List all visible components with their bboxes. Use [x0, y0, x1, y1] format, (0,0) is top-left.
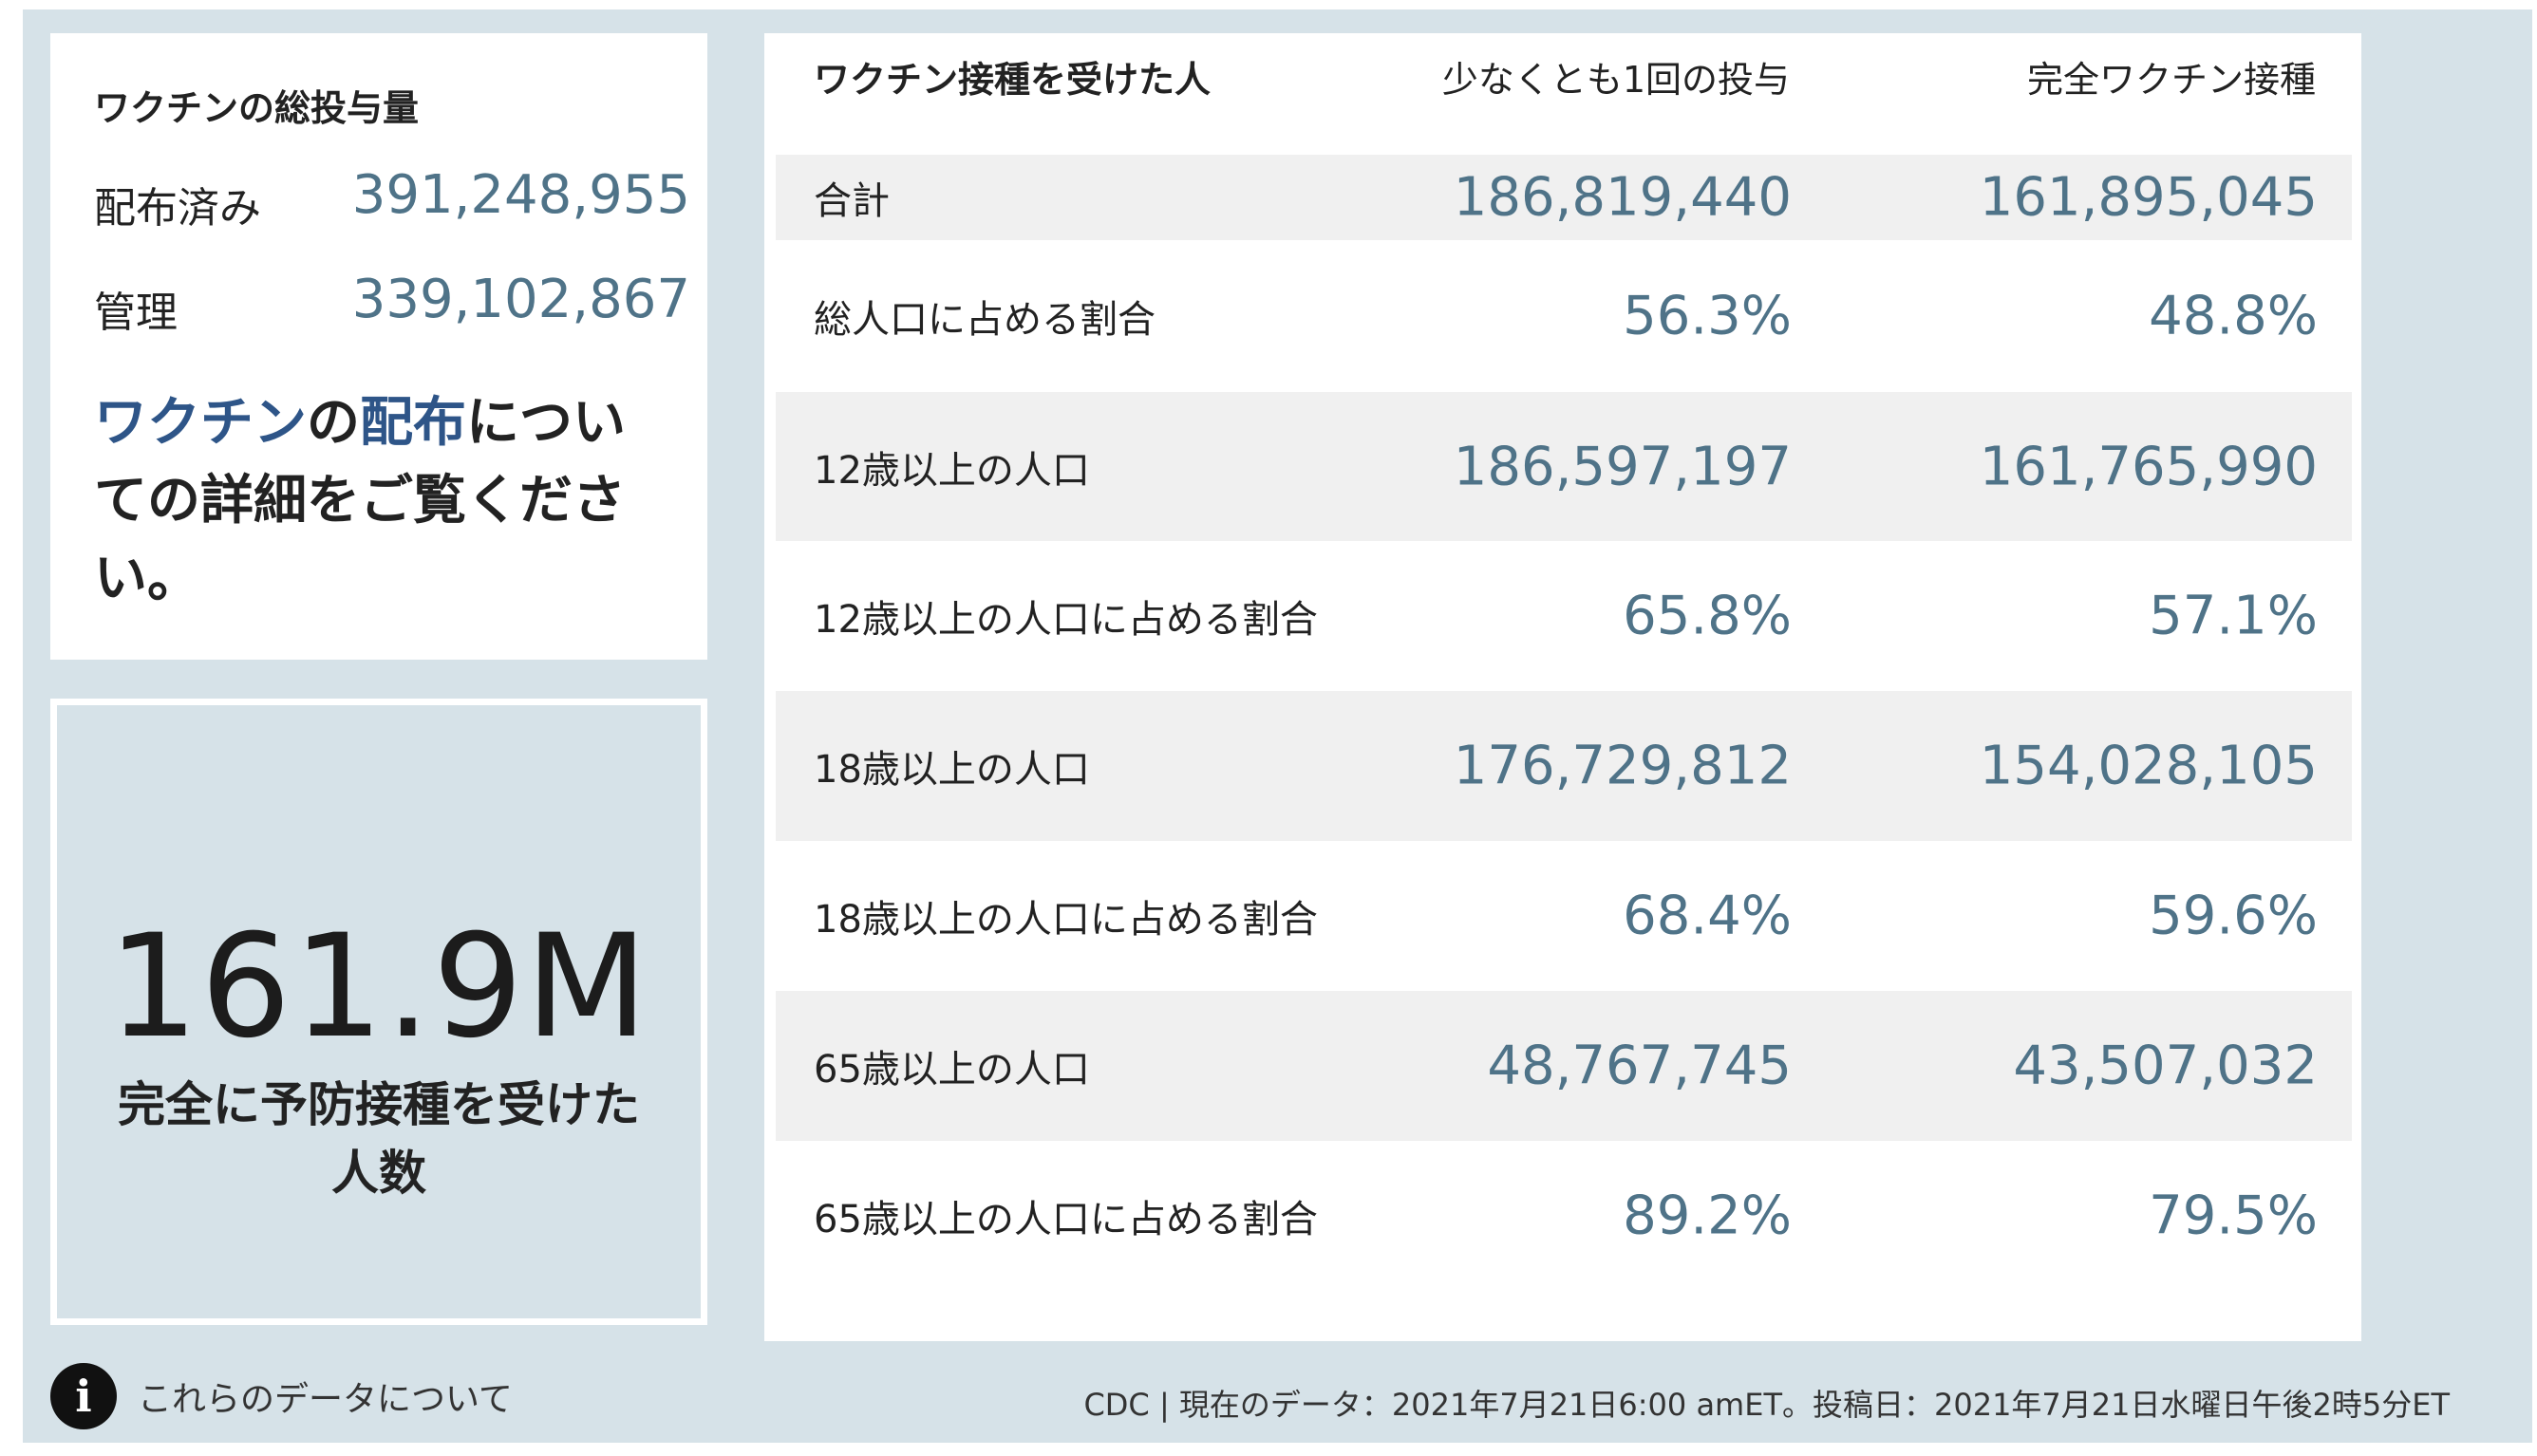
fully-value: 154,028,105 [1979, 735, 2318, 797]
fully-vaccinated-caption: 完全に予防接種を受けた人数 [118, 1077, 640, 1201]
row-label: 総人口に占める割合 [814, 298, 1156, 342]
row-label: 合計 [814, 179, 890, 223]
at-least-one-value: 68.4% [1623, 885, 1792, 947]
header-fully-vaccinated: 完全ワクチン接種 [2026, 59, 2316, 101]
row-label: 65歳以上の人口に占める割合 [814, 1198, 1318, 1241]
at-least-one-value: 48,767,745 [1487, 1035, 1792, 1097]
row-label: 18歳以上の人口に占める割合 [814, 898, 1318, 942]
at-least-one-value: 176,729,812 [1453, 735, 1792, 797]
vaccine-link[interactable]: ワクチン [94, 392, 307, 454]
distribution-link[interactable]: 配布 [360, 392, 466, 454]
fully-vaccinated-count: 161.9M [107, 905, 650, 1070]
vaccination-table: ワクチン接種を受けた人 少なくとも1回の投与 完全ワクチン接種 合計 186,8… [764, 33, 2361, 1341]
table-row: 12歳以上の人口 186,597,197 161,765,990 [776, 392, 2352, 541]
distributed-value: 391,248,955 [351, 164, 690, 226]
row-label: 18歳以上の人口 [814, 748, 1090, 792]
fully-value: 43,507,032 [2013, 1035, 2318, 1097]
info-icon[interactable]: i [50, 1363, 117, 1429]
at-least-one-value: 186,819,440 [1453, 166, 1792, 229]
fully-value: 57.1% [2149, 585, 2318, 647]
administered-value: 339,102,867 [351, 269, 690, 330]
header-at-least-one-dose: 少なくとも1回の投与 [1441, 59, 1790, 101]
fully-value: 79.5% [2149, 1185, 2318, 1247]
at-least-one-value: 186,597,197 [1453, 436, 1792, 497]
table-row: 18歳以上の人口 176,729,812 154,028,105 [776, 691, 2352, 841]
table-row: 総人口に占める割合 56.3% 48.8% [776, 240, 2352, 392]
row-label: 65歳以上の人口 [814, 1048, 1090, 1092]
fully-value: 161,765,990 [1979, 436, 2318, 497]
at-least-one-value: 56.3% [1623, 285, 1792, 347]
administered-label: 管理 [94, 289, 178, 337]
about-data-link[interactable]: i これらのデータについて [50, 1362, 513, 1430]
table-header: ワクチン接種を受けた人 少なくとも1回の投与 完全ワクチン接種 [764, 33, 2361, 147]
at-least-one-value: 89.2% [1623, 1185, 1792, 1247]
table-row: 65歳以上の人口 48,767,745 43,507,032 [776, 991, 2352, 1141]
at-least-one-value: 65.8% [1623, 585, 1792, 647]
row-label: 12歳以上の人口 [814, 448, 1090, 493]
link-text-particle: の [307, 392, 360, 454]
header-people-vaccinated: ワクチン接種を受けた人 [814, 59, 1212, 101]
data-source-note: CDC | 現在のデータ：2021年7月21日6:00 amET。投稿日：202… [1083, 1387, 2450, 1423]
about-data-text[interactable]: これらのデータについて [138, 1380, 513, 1419]
distribution-details-link[interactable]: ワクチンの配布についての詳細をご覧ください。 [94, 384, 654, 618]
table-row: 合計 186,819,440 161,895,045 [776, 155, 2352, 240]
table-row: 65歳以上の人口に占める割合 89.2% 79.5% [776, 1141, 2352, 1291]
distributed-label: 配布済み [94, 184, 261, 233]
fully-value: 48.8% [2149, 285, 2318, 347]
link-text-rest: についての詳細をご覧ください。 [94, 392, 626, 609]
table-row: 12歳以上の人口に占める割合 65.8% 57.1% [776, 541, 2352, 691]
table-row: 18歳以上の人口に占める割合 68.4% 59.6% [776, 841, 2352, 991]
total-doses-card: ワクチンの総投与量 配布済み 391,248,955 管理 339,102,86… [50, 33, 707, 660]
fully-value: 59.6% [2149, 885, 2318, 947]
row-label: 12歳以上の人口に占める割合 [814, 598, 1318, 642]
fully-value: 161,895,045 [1979, 166, 2318, 229]
total-doses-title: ワクチンの総投与量 [94, 87, 420, 129]
fully-vaccinated-stat-card: 161.9M 完全に予防接種を受けた人数 [50, 699, 707, 1325]
